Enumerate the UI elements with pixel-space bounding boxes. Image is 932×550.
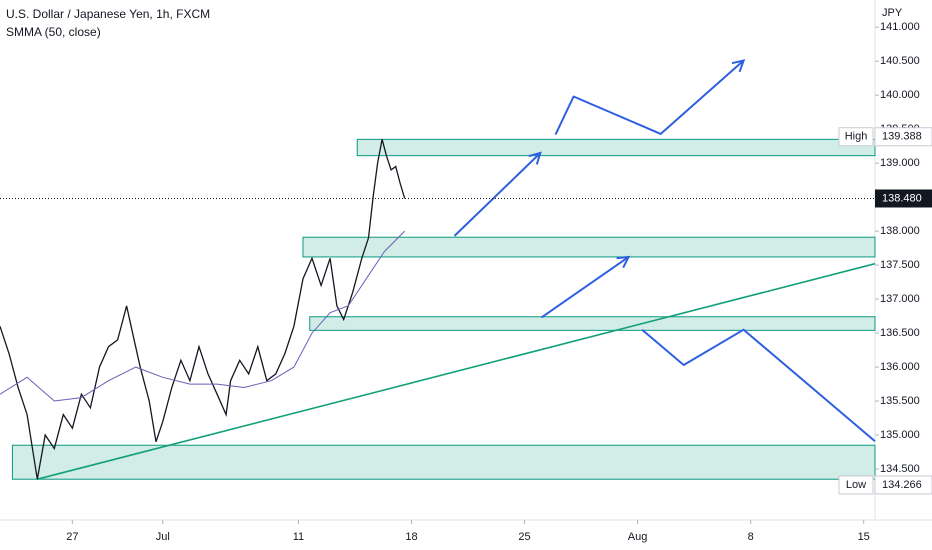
low-price-box <box>874 475 932 495</box>
high-price-label: 139.388 <box>882 131 922 143</box>
x-tick-label: 18 <box>405 531 417 543</box>
x-tick-label: Jul <box>156 531 170 543</box>
projection <box>540 256 630 319</box>
projection <box>641 328 876 442</box>
y-tick-label: 137.000 <box>880 293 920 305</box>
arrowhead <box>731 59 746 73</box>
y-tick-label: 137.500 <box>880 259 920 271</box>
price-line <box>0 139 406 480</box>
y-tick-label: 134.500 <box>880 463 920 475</box>
indicator-label: SMMA (50, close) <box>6 25 101 39</box>
last-price-box <box>875 189 932 208</box>
y-tick-label: 136.500 <box>880 327 920 339</box>
x-tick-label: 15 <box>858 531 870 543</box>
zone <box>302 236 876 258</box>
y-tick-label: 135.000 <box>880 429 920 441</box>
trendline <box>37 262 876 480</box>
x-tick-label: 8 <box>748 531 754 543</box>
low-name-box <box>838 475 874 495</box>
price-line <box>0 230 406 402</box>
zone <box>309 316 876 331</box>
projection <box>453 152 542 237</box>
x-tick-label: 25 <box>518 531 530 543</box>
zone <box>11 444 876 480</box>
y-tick-label: 140.500 <box>880 55 920 67</box>
y-tick-label: 135.500 <box>880 395 920 407</box>
high-name-box <box>838 127 874 147</box>
arrowhead <box>528 151 542 165</box>
y-tick-label: 139.000 <box>880 157 920 169</box>
high-price-box <box>874 127 932 147</box>
x-tick-label: 27 <box>66 531 78 543</box>
y-axis-label: JPY <box>882 7 903 19</box>
plot <box>0 59 876 480</box>
low-price-label: 134.266 <box>882 479 922 491</box>
arrowhead <box>616 255 631 269</box>
last-price-label: 138.480 <box>882 192 922 204</box>
high-name: High <box>845 131 868 143</box>
low-name: Low <box>846 479 866 491</box>
y-tick-label: 138.000 <box>880 225 920 237</box>
projection <box>554 59 745 136</box>
chart-title: U.S. Dollar / Japanese Yen, 1h, FXCM <box>6 7 210 21</box>
y-tick-label: 141.000 <box>880 21 920 33</box>
zone <box>356 138 876 157</box>
y-tick-label: 136.000 <box>880 361 920 373</box>
y-tick-label: 140.000 <box>880 89 920 101</box>
x-tick-label: Aug <box>628 531 648 543</box>
x-tick-label: 11 <box>293 531 304 543</box>
